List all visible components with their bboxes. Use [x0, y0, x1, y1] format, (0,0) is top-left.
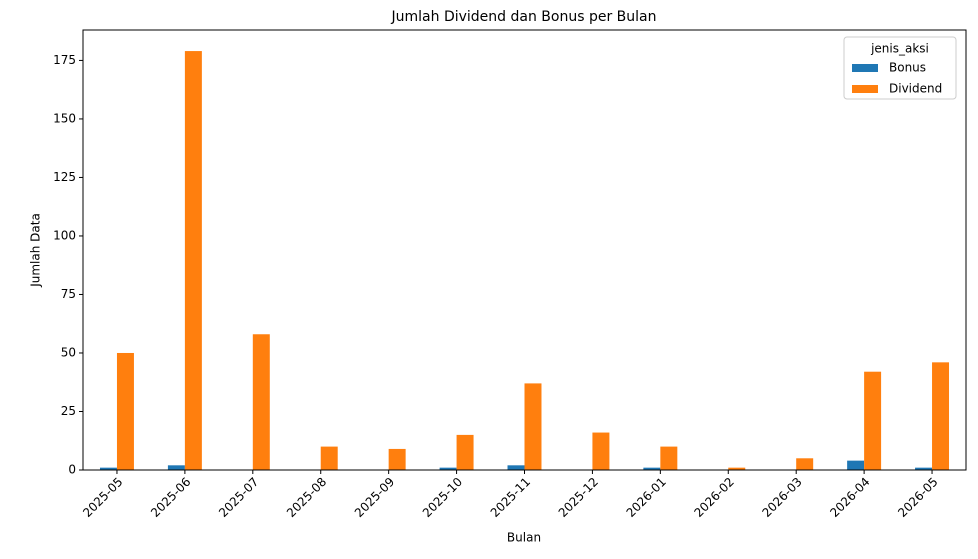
bar	[99, 467, 117, 470]
bar	[167, 465, 185, 470]
bar	[388, 448, 406, 470]
bar	[847, 460, 865, 470]
bar	[592, 432, 610, 470]
x-tick-label: 2025-07	[216, 475, 261, 520]
x-tick-label: 2025-09	[352, 475, 397, 520]
legend-swatch	[852, 64, 878, 72]
bar	[320, 446, 338, 470]
bar	[728, 467, 746, 470]
x-tick-label: 2025-10	[420, 475, 465, 520]
legend-box	[843, 36, 957, 100]
legend-label: Dividend	[889, 82, 942, 96]
bar	[796, 458, 814, 470]
bar	[507, 465, 525, 470]
y-tick-label: 175	[53, 53, 76, 67]
x-tick-label: 2025-11	[488, 475, 533, 520]
x-axis-label: Bulan	[507, 531, 541, 545]
bar	[252, 334, 270, 470]
x-tick-label: 2025-05	[80, 475, 125, 520]
y-tick-label: 25	[61, 404, 76, 418]
y-tick-label: 0	[68, 463, 76, 477]
legend-label: Bonus	[889, 61, 926, 75]
x-tick-label: 2026-02	[692, 475, 737, 520]
bar	[932, 362, 950, 470]
bar	[456, 434, 474, 470]
bar	[643, 467, 661, 470]
y-tick-label: 100	[53, 228, 76, 242]
x-tick-label: 2026-04	[827, 475, 872, 520]
bar	[439, 467, 457, 470]
bar	[660, 446, 678, 470]
bar	[915, 467, 933, 470]
y-tick-label: 50	[61, 345, 76, 359]
x-tick-label: 2026-05	[895, 475, 940, 520]
bar	[524, 383, 542, 470]
legend-swatch	[852, 85, 878, 93]
y-tick-label: 125	[53, 170, 76, 184]
bar	[864, 371, 882, 470]
plot-frame	[82, 29, 967, 471]
x-tick-label: 2025-12	[556, 475, 601, 520]
chart-title: Jumlah Dividend dan Bonus per Bulan	[391, 9, 657, 25]
x-tick-label: 2025-06	[148, 475, 193, 520]
x-tick-label: 2026-03	[759, 475, 804, 520]
x-tick-label: 2026-01	[624, 475, 669, 520]
y-tick-label: 75	[61, 287, 76, 301]
x-tick-label: 2025-08	[284, 475, 329, 520]
y-axis-label: Jumlah Data	[29, 213, 43, 288]
bar	[184, 51, 202, 470]
legend-title: jenis_aksi	[870, 42, 929, 56]
bar	[116, 352, 134, 470]
y-tick-label: 150	[53, 111, 76, 125]
